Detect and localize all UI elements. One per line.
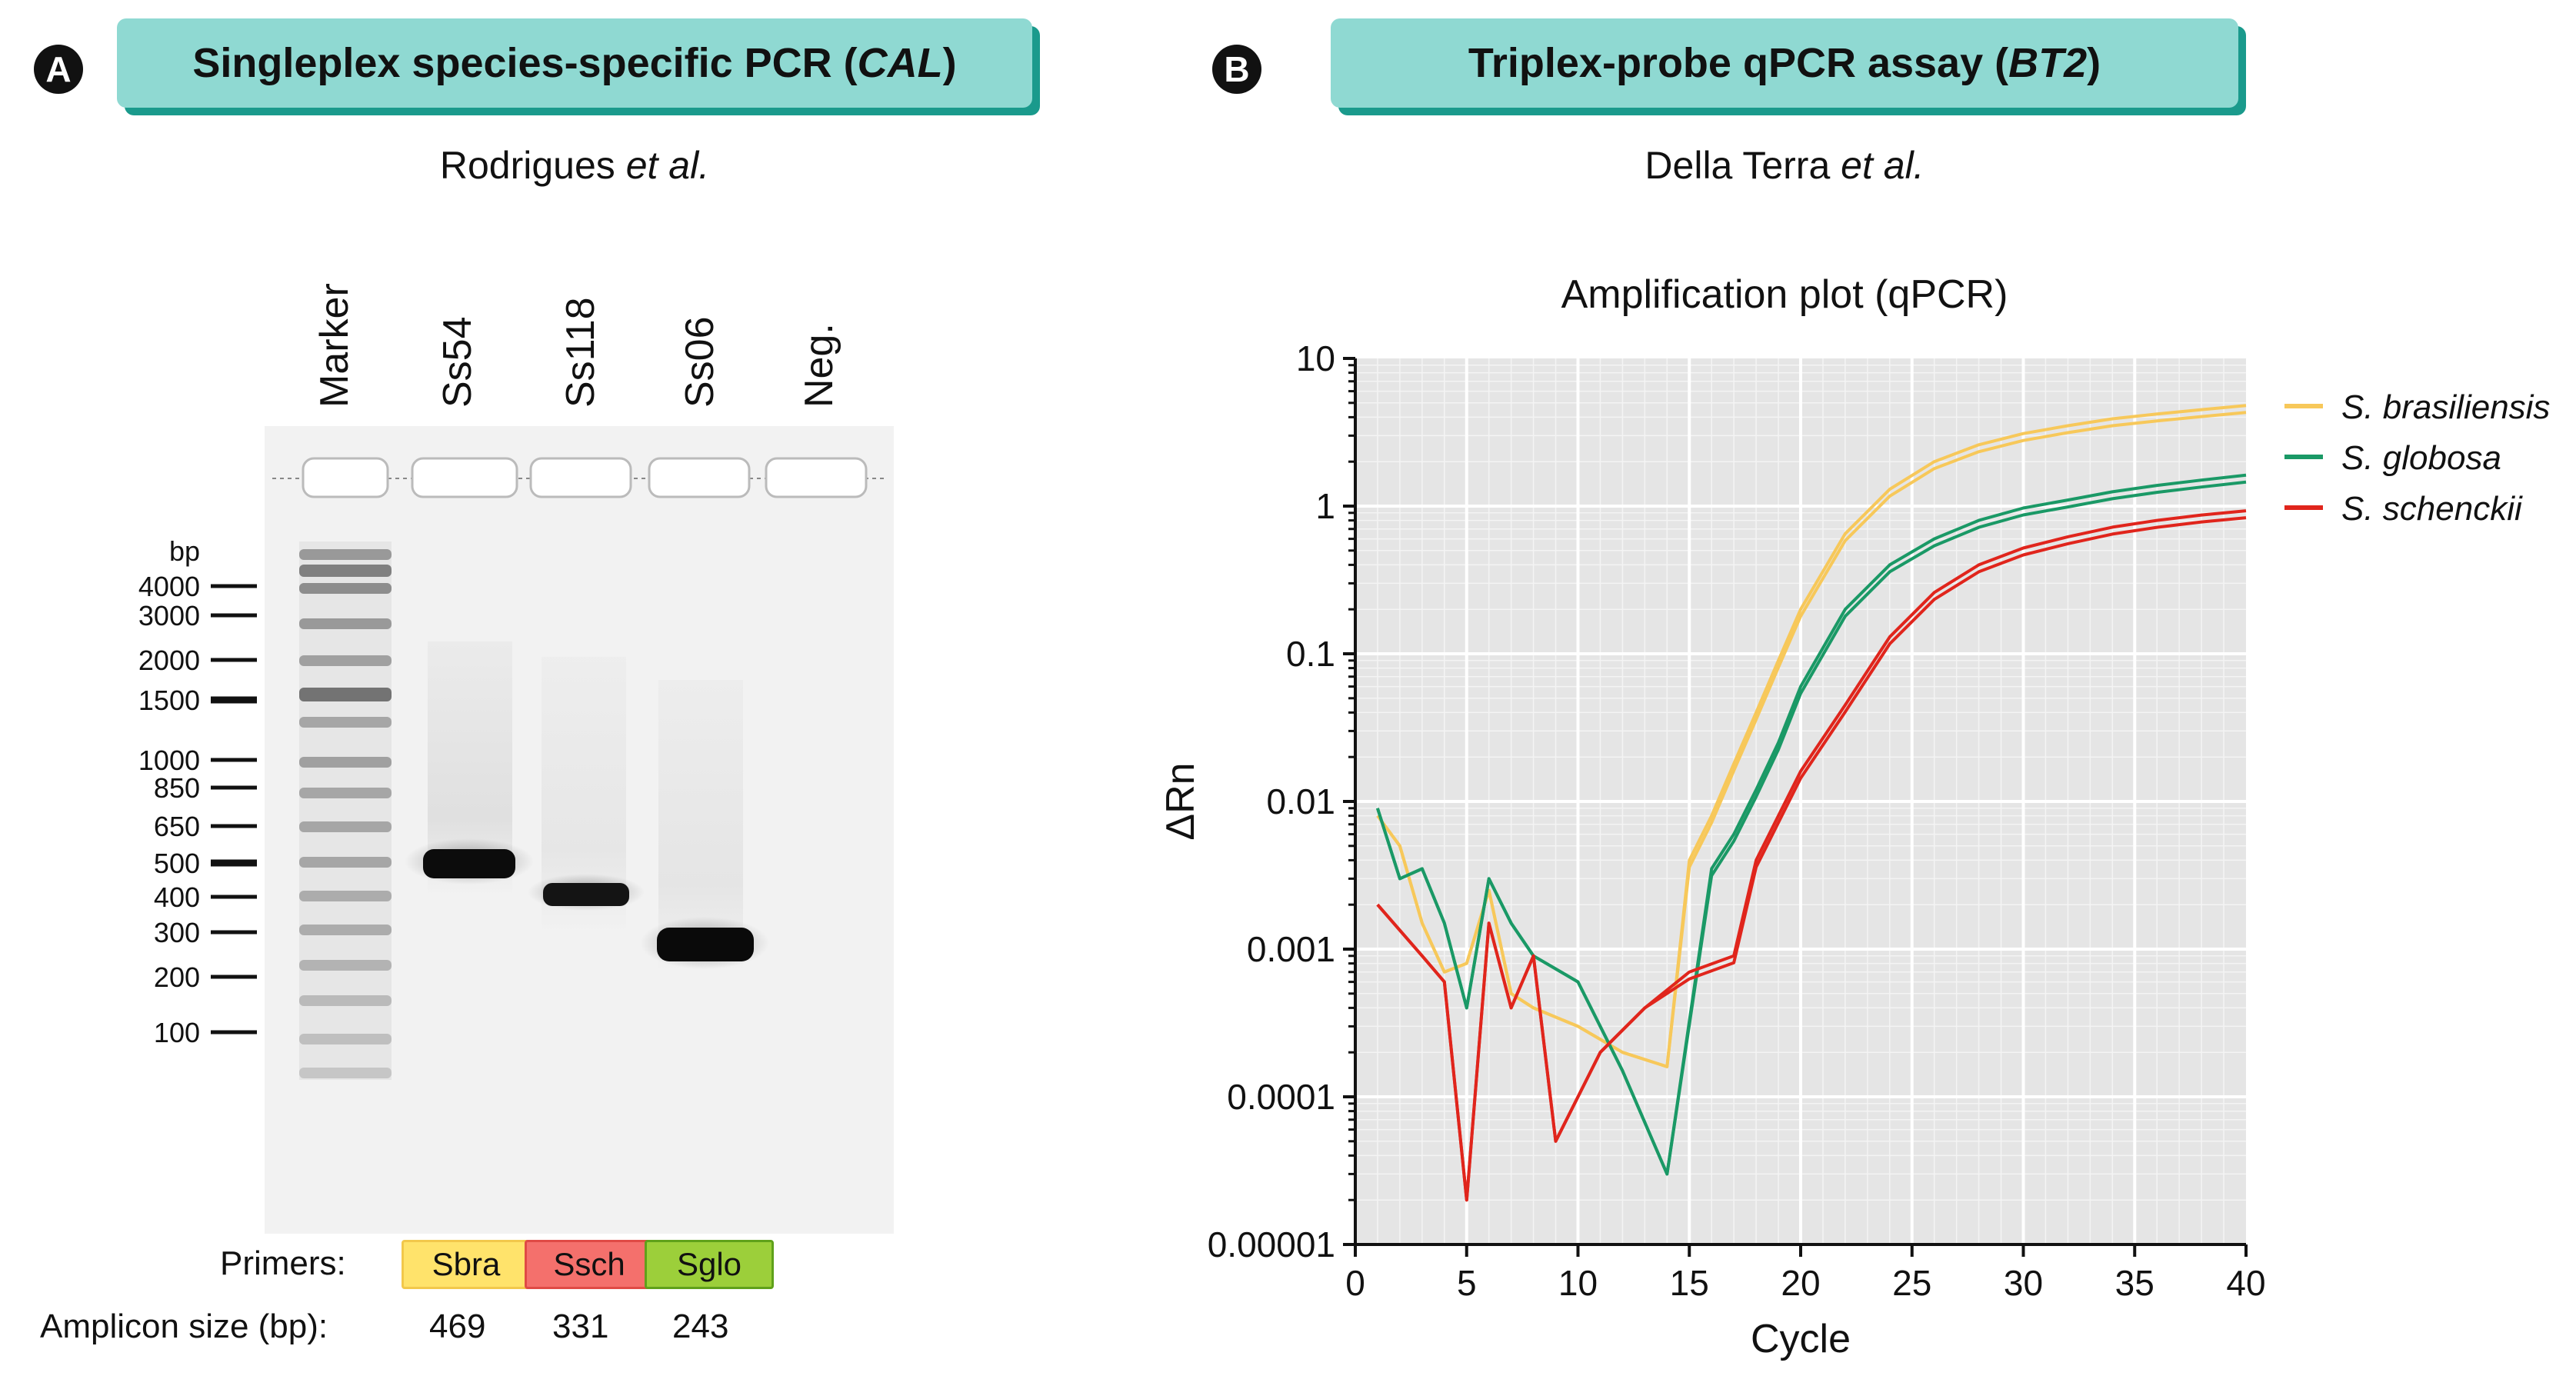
- lane-label-ss06: Ss06: [678, 316, 722, 408]
- ladder-label-650: 650: [153, 811, 200, 842]
- amplicon-label: Amplicon size (bp):: [40, 1308, 328, 1345]
- y-tick-label: 0.001: [1247, 929, 1335, 969]
- well-neg: [765, 457, 868, 498]
- y-axis-ticks: 10 1 0.1 0.01 0.001 0.0001 0.00001: [1208, 338, 1355, 1264]
- lane-label-neg: Neg.: [797, 323, 841, 408]
- panel-a-badge: A: [34, 45, 83, 94]
- band-ss118: [543, 883, 629, 906]
- chart-legend: S. brasiliensis S. globosa S. schenckii: [2284, 388, 2550, 528]
- primer-sbra: Sbra: [402, 1240, 531, 1289]
- y-tick-label: 0.1: [1286, 634, 1335, 674]
- x-tick-label: 20: [1781, 1263, 1820, 1303]
- ladder-label-1500: 1500: [138, 685, 200, 716]
- gel-image: [265, 426, 894, 1234]
- panel-a-title-banner: Singleplex species-specific PCR (CAL): [117, 18, 1032, 108]
- well-ss54: [411, 457, 518, 498]
- grid-major: [1355, 358, 2246, 1244]
- x-tick-label: 30: [2004, 1263, 2043, 1303]
- y-tick-label: 10: [1296, 338, 1335, 378]
- well-ss06: [648, 457, 751, 498]
- panel-a-author: Rodrigues et al.: [439, 144, 710, 187]
- well-marker: [302, 457, 389, 498]
- ladder-label-3000: 3000: [138, 600, 200, 631]
- ladder-label-1000: 1000: [138, 745, 200, 776]
- amplicon-ssch: 331: [552, 1308, 609, 1345]
- ladder-label-500: 500: [153, 848, 200, 879]
- y-tick-label: 0.00001: [1208, 1224, 1335, 1264]
- ladder-label-300: 300: [153, 917, 200, 948]
- lane-label-marker: Marker: [312, 283, 357, 408]
- band-ss06: [657, 928, 754, 961]
- amplicon-sglo: 243: [672, 1308, 729, 1345]
- ladder-bands: [299, 549, 392, 1078]
- ladder-label-4000: 4000: [138, 571, 200, 602]
- amplification-chart: Amplification plot (qPCR) 0 5 10 15 20 25 30 35…: [1158, 272, 2550, 1361]
- series-lines: [1375, 404, 2247, 1202]
- y-tick-label: 1: [1315, 486, 1335, 526]
- y-tick-label: 0.01: [1266, 781, 1335, 821]
- band-ss54: [423, 849, 515, 878]
- series-line-replicate-s-globosa: [1375, 480, 2247, 1176]
- panel-b-badge: B: [1212, 45, 1261, 94]
- panel-b-author: Della Terra et al.: [1645, 144, 1925, 187]
- primer-ssch: Ssch: [525, 1240, 654, 1289]
- series-line-replicate-s-schenckii: [1376, 516, 2247, 1202]
- ladder-smear: [299, 541, 392, 1080]
- legend-label-s-globosa: S. globosa: [2341, 439, 2501, 477]
- gel-graphic: [272, 457, 886, 1080]
- x-tick-label: 25: [1892, 1263, 1931, 1303]
- panel-a-title: Singleplex species-specific PCR (CAL): [192, 40, 957, 86]
- ladder-label-400: 400: [153, 881, 200, 913]
- bp-unit-label: bp: [168, 535, 200, 567]
- chart-title: Amplification plot (qPCR): [1561, 272, 2008, 317]
- panel-b-title: Triplex-probe qPCR assay (BT2): [1468, 40, 2101, 86]
- primer-sglo: Sglo: [645, 1240, 774, 1289]
- x-tick-label: 40: [2226, 1263, 2265, 1303]
- primers-label: Primers:: [220, 1244, 346, 1282]
- x-axis-label: Cycle: [1751, 1317, 1851, 1361]
- panel-b-title-banner: Triplex-probe qPCR assay (BT2): [1331, 18, 2238, 108]
- ladder-label-2000: 2000: [138, 645, 200, 676]
- lane-label-ss54: Ss54: [435, 316, 480, 408]
- ladder-label-200: 200: [153, 961, 200, 993]
- y-axis-label: ΔRn: [1158, 762, 1203, 840]
- series-line-replicate-s-brasiliensis: [1376, 411, 2247, 1068]
- legend-label-s-schenckii: S. schenckii: [2341, 490, 2523, 528]
- ladder-label-850: 850: [153, 772, 200, 804]
- x-tick-label: 0: [1345, 1263, 1365, 1303]
- x-tick-label: 15: [1670, 1263, 1709, 1303]
- legend-label-s-brasiliensis: S. brasiliensis: [2341, 388, 2550, 426]
- lane-label-ss118: Ss118: [558, 297, 603, 408]
- y-tick-label: 0.0001: [1227, 1077, 1335, 1117]
- well-ss118: [529, 457, 632, 498]
- x-axis-ticks: 0 5 10 15 20 25 30 35 40: [1345, 1244, 2266, 1303]
- amplicon-sbra: 469: [429, 1308, 486, 1345]
- x-tick-label: 10: [1558, 1263, 1598, 1303]
- ladder-label-100: 100: [153, 1017, 200, 1048]
- x-tick-label: 35: [2115, 1263, 2154, 1303]
- ladder-ticks: [211, 584, 257, 1034]
- x-tick-label: 5: [1457, 1263, 1477, 1303]
